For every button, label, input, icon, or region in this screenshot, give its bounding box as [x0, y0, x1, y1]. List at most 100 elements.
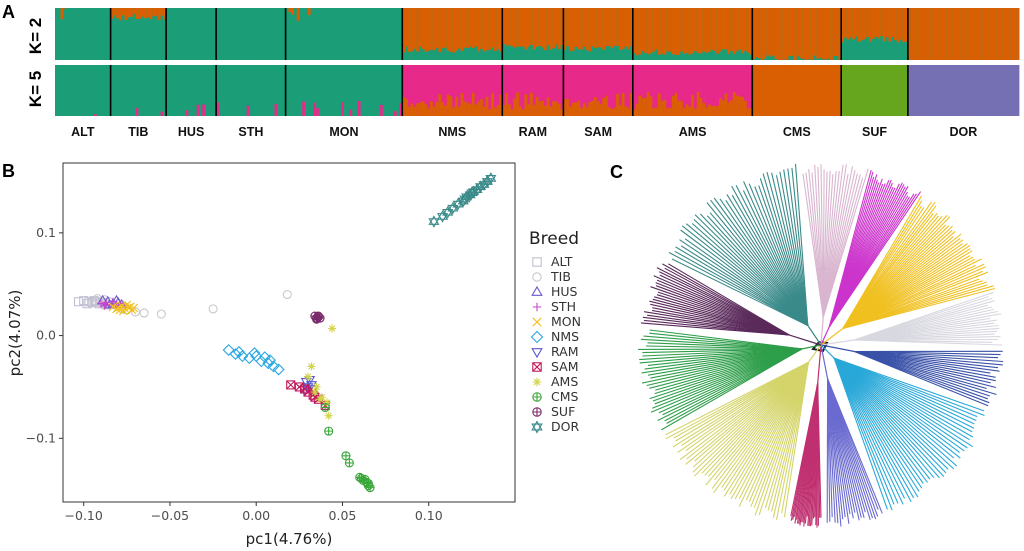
tree-branch-hus [854, 350, 997, 396]
legend-key-nms-part [530, 330, 544, 344]
k5-bar-ams [746, 65, 750, 116]
tree-branch-cms [646, 348, 803, 387]
k5-bar-tib [130, 65, 134, 116]
panel-label-b: B [2, 161, 15, 181]
k5-bar-ams [660, 65, 664, 116]
pca-point-dor [452, 197, 464, 211]
k5-bar-sth [238, 65, 242, 116]
k2-bar-orange-ams [710, 8, 714, 50]
k5-bar-ram [549, 65, 553, 116]
k2-bar-orange-nms [496, 8, 500, 50]
k5-bar-minor-sam [610, 108, 614, 116]
legend-key-ram-part [531, 348, 543, 359]
k5-bar-dor [916, 65, 920, 116]
k2-bar-orange-ams [735, 8, 739, 52]
k5-bar-tib [135, 65, 139, 116]
k5-bar-suf [902, 65, 906, 116]
k2-bar-sth [271, 8, 275, 60]
pca-point-cms [320, 402, 330, 413]
tree-branch-hus [854, 350, 1000, 372]
k2-bar-orange-cms [774, 8, 778, 59]
tree-branch-ams [754, 362, 809, 516]
k2-bar-sth [224, 8, 228, 60]
pca-point-tib [208, 304, 218, 314]
k5-bar-sam [596, 65, 600, 116]
k5-bar-minor-nms [482, 106, 487, 116]
tree-branch-ams [775, 362, 809, 521]
k5-bar-hus [191, 65, 195, 116]
k5-bar-alt [55, 65, 59, 116]
k5-bar-ams [646, 65, 650, 116]
tree-branch-dor [684, 238, 809, 326]
tree-branch-cms [641, 348, 803, 384]
k5-bar-mon [399, 65, 403, 116]
k2-bar-mon [349, 8, 353, 60]
tree-branch-hus [854, 350, 990, 397]
pca-point-cms-part [321, 403, 330, 412]
k5-bar-nms [407, 65, 411, 116]
k5-bar-mon [299, 65, 303, 116]
k5-bar-hus [185, 65, 189, 116]
k2-bar-orange-cms [824, 8, 828, 60]
k5-bar-alt [74, 65, 78, 116]
k2-bar-orange-tib [160, 8, 164, 16]
k5-bar-minor-sam [627, 107, 631, 116]
k5-bar-dor [907, 65, 912, 116]
pca-point-ams-part [324, 411, 333, 420]
k5-bar-sam [610, 65, 614, 116]
legend-label-mon: MON [551, 314, 581, 329]
k5-bar-minor-sam [616, 94, 620, 116]
k5-bar-sam [627, 65, 631, 116]
k5-bar-minor-ams [721, 100, 725, 116]
x-tick-label: 0.10 [415, 508, 443, 523]
k2-bar-orange-nms [480, 8, 484, 49]
tree-branch-dor [668, 252, 809, 326]
k2-bar-orange-dor [943, 8, 948, 60]
k2-bar-orange-suf [852, 8, 856, 40]
k5-bar-ams [696, 65, 700, 116]
tree-branch-dor [680, 229, 809, 326]
k5-bar-minor-ams [741, 96, 745, 116]
k2-bar-orange-nms [402, 8, 406, 53]
k5-bar-sam [566, 65, 570, 116]
k5-bar-minor-nms [471, 92, 475, 116]
tree-branch-nms [833, 357, 931, 480]
k5-bar-minor-nms [430, 101, 434, 116]
k5-bar-nms [474, 65, 478, 116]
pca-point-sth [96, 299, 105, 308]
tree-branch-nms [833, 357, 975, 425]
pca-point-tib-part [282, 289, 292, 300]
k5-bar-minor-ams [732, 92, 737, 116]
k5-bar-cms [827, 65, 831, 116]
k5-bar-minor-sth [274, 103, 278, 116]
k2-bar-mon [399, 8, 403, 60]
tree-branch-cms [643, 335, 803, 350]
k5-bar-sam [585, 65, 589, 116]
pca-point-sam-part [299, 384, 310, 394]
k2-bar-mon [377, 8, 381, 60]
tree-stem-sth [820, 326, 830, 346]
x-tick-label: −0.10 [65, 508, 103, 523]
tree-branch-ams [721, 361, 809, 488]
k5-bar-suf [885, 65, 889, 116]
k5-bar-suf [880, 65, 884, 116]
k2-bar-orange-suf [899, 8, 903, 40]
legend-label-cms: CMS [551, 389, 579, 404]
tree-branch-ams [767, 362, 809, 511]
k5-bar-nms [405, 65, 409, 116]
k5-bar-nms [457, 65, 461, 116]
tree-branch-ams [730, 362, 809, 500]
k2-bar-orange-ams [641, 8, 645, 51]
k2-bar-orange-sam [582, 8, 587, 47]
k2-bar-orange-mon [288, 8, 292, 13]
k5-bar-sth [274, 65, 278, 116]
k5-bar-minor-sam [568, 106, 573, 116]
x-tick-label: 0.05 [329, 508, 357, 523]
k-gap [55, 60, 1019, 65]
k2-label: K= 2 [26, 18, 45, 54]
k5-bar-minor-ram [521, 109, 525, 116]
k2-bar-orange-nms [455, 8, 459, 51]
k5-bar-minor-nms [480, 99, 484, 116]
k2-bar-orange-tib [124, 8, 128, 20]
k5-bar-sth [282, 65, 286, 116]
